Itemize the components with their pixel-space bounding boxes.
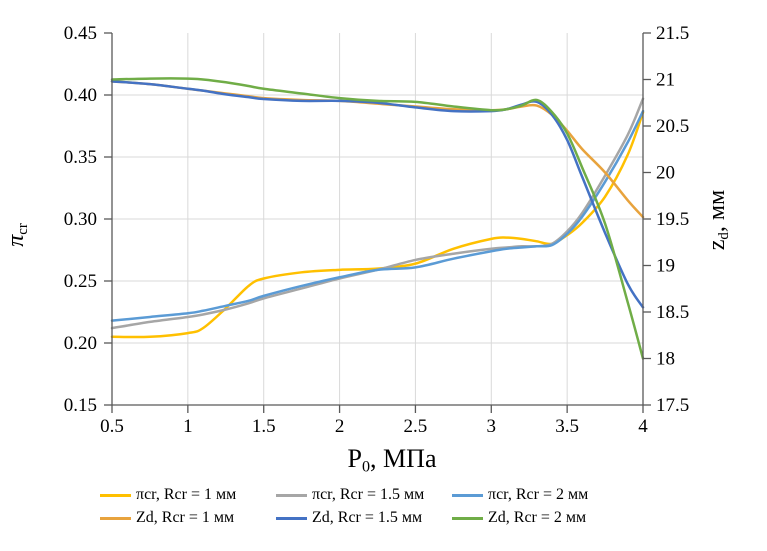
y-right-tick-label: 21.5 (656, 23, 689, 44)
legend-line-swatch (100, 493, 131, 497)
x-tick-label: 1.5 (252, 416, 276, 437)
y-axis-left-title: πcr (3, 185, 33, 285)
legend-line-swatch (100, 516, 131, 520)
legend-row: πcr, Rcr = 1 мм πcr, Rcr = 1.5 мм πcr, Rcr… (100, 486, 667, 504)
series-line-4 (110, 80, 645, 309)
legend-line-swatch (276, 516, 307, 520)
series-line-0 (110, 111, 645, 339)
y-left-tick-label: 0.15 (64, 395, 97, 416)
x-tick-label: 3 (487, 416, 497, 437)
x-tick-label: 3.5 (555, 416, 579, 437)
legend-item: πcr, Rcr = 1 мм (100, 486, 276, 504)
y-left-title-symbol: π (3, 234, 29, 247)
x-axis-title: P0, МПа (112, 444, 672, 477)
y-right-tick-label: 19 (656, 256, 675, 277)
x-title-units: , МПа (370, 444, 437, 473)
y-left-title-subscript: cr (15, 223, 32, 235)
y-right-title-units: , мм (704, 189, 730, 233)
y-left-tick-label: 0.30 (64, 209, 97, 230)
y-right-title-subscript: d (716, 232, 733, 240)
y-right-tick-label: 19.5 (656, 209, 689, 230)
legend-line-swatch (452, 516, 483, 520)
x-tick-label: 4 (638, 416, 648, 437)
y-right-tick-label: 21 (656, 70, 675, 91)
legend-item: Zd, Rcr = 1 мм (100, 509, 276, 527)
legend-item: πcr, Rcr = 2 мм (452, 486, 628, 504)
legend-item: πcr, Rcr = 1.5 мм (276, 486, 452, 504)
x-tick-label: 0.5 (100, 416, 124, 437)
legend-item: Zd, Rcr = 1.5 мм (276, 509, 452, 527)
x-tick-label: 2.5 (404, 416, 428, 437)
y-left-tick-label: 0.40 (64, 85, 97, 106)
x-title-symbol: P (347, 444, 362, 473)
y-right-tick-label: 17.5 (656, 395, 689, 416)
y-left-tick-label: 0.45 (64, 23, 97, 44)
y-right-title-symbol: z (704, 239, 730, 251)
series-line-2 (110, 109, 645, 322)
y-left-tick-label: 0.20 (64, 333, 97, 354)
x-title-subscript: 0 (361, 458, 371, 476)
chart-plot-area: 0.450.400.350.300.250.200.1521.52120.520… (64, 23, 690, 437)
y-right-tick-label: 18.5 (656, 302, 689, 323)
y-left-tick-label: 0.25 (64, 271, 97, 292)
legend-line-swatch (452, 493, 483, 497)
y-axis-right-title: zd, мм (704, 170, 734, 270)
legend-label: πcr, Rcr = 1.5 мм (312, 486, 425, 503)
legend-label: πcr, Rcr = 1 мм (136, 486, 237, 503)
series-line-5 (110, 77, 645, 360)
y-left-tick-label: 0.35 (64, 147, 97, 168)
legend-row: Zd, Rcr = 1 мм Zd, Rcr = 1.5 мм Zd, Rcr = … (100, 509, 667, 527)
legend-label: πcr, Rcr = 2 мм (488, 486, 589, 503)
chart-legend: πcr, Rcr = 1 мм πcr, Rcr = 1.5 мм πcr, Rcr… (100, 486, 667, 527)
legend-item: Zd, Rcr = 2 мм (452, 509, 628, 527)
y-right-tick-label: 18 (656, 349, 675, 370)
x-tick-label: 2 (335, 416, 345, 437)
legend-label: Zd, Rcr = 2 мм (488, 509, 587, 526)
y-right-tick-label: 20 (656, 163, 675, 184)
legend-label: Zd, Rcr = 1 мм (136, 509, 235, 526)
legend-label: Zd, Rcr = 1.5 мм (312, 509, 423, 526)
y-right-tick-label: 20.5 (656, 116, 689, 137)
series-line-1 (110, 97, 645, 330)
x-tick-label: 1 (183, 416, 193, 437)
legend-line-swatch (276, 493, 307, 497)
